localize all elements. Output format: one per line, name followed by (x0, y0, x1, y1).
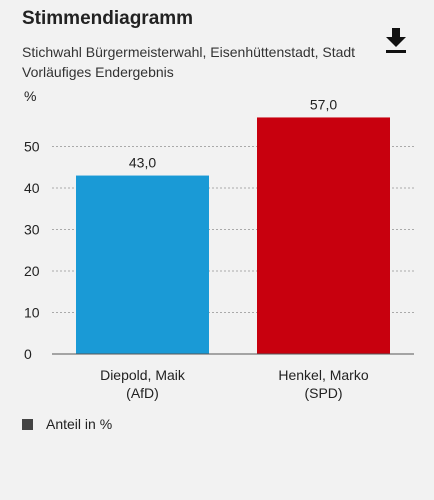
y-tick-label: 10 (24, 305, 40, 321)
chart-subtitle-line-2: Vorläufiges Endergebnis (22, 64, 174, 80)
download-button[interactable] (384, 28, 408, 54)
x-tick-label: Henkel, Marko (278, 367, 368, 383)
y-tick-label: 30 (24, 222, 40, 238)
bar (76, 175, 209, 354)
chart-subtitle-line-1: Stichwahl Bürgermeisterwahl, Eisenhütten… (22, 44, 356, 60)
legend-label: Anteil in % (46, 416, 113, 432)
bar (257, 117, 390, 354)
x-tick-label: Diepold, Maik (100, 367, 186, 383)
legend-swatch (22, 418, 33, 430)
x-tick-label: (AfD) (126, 385, 159, 401)
y-tick-label: 20 (24, 263, 40, 279)
download-icon (386, 28, 406, 53)
chart-title: Stimmendiagramm (22, 8, 194, 29)
y-tick-label: 0 (24, 346, 32, 362)
bar-value-label: 57,0 (310, 96, 337, 112)
y-tick-label: 40 (24, 180, 40, 196)
legend: Anteil in % (22, 416, 112, 432)
x-tick-label: (SPD) (304, 385, 342, 401)
y-tick-label: 50 (24, 139, 40, 155)
bar-value-label: 43,0 (129, 155, 156, 171)
y-axis-unit-label: % (24, 88, 37, 104)
